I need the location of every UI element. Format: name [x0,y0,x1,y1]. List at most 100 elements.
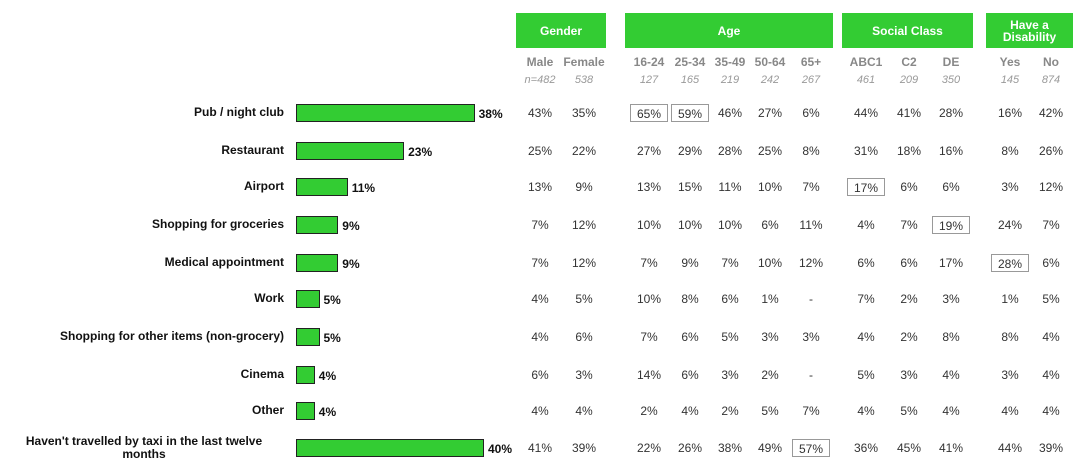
table-cell: 28% [717,144,743,158]
table-cell: 6% [721,292,739,306]
bar-value-label: 4% [318,405,337,419]
group-header: Social Class [842,13,973,48]
table-cell: 6% [942,180,960,194]
group-header: Gender [516,13,606,48]
table-cell: 35% [571,106,597,120]
table-cell: 4% [1042,368,1060,382]
table-cell: 7% [640,330,658,344]
table-cell: 11% [718,180,742,194]
table-cell: 12% [1038,180,1064,194]
table-cell: 10% [636,292,662,306]
table-cell: 38% [717,441,743,455]
bar-value-label: 4% [318,369,337,383]
column-header: 35-49 [714,55,746,69]
table-cell: 25% [757,144,783,158]
table-cell: 41% [896,106,922,120]
table-cell: 9% [575,180,593,194]
table-cell: 4% [857,330,875,344]
row-label: Medical appointment [164,255,284,269]
table-cell: 4% [942,404,960,418]
column-header: Yes [999,55,1021,69]
table-cell: 31% [853,144,879,158]
table-cell: 6% [575,330,593,344]
table-cell: 4% [531,404,549,418]
table-cell: 6% [857,256,875,270]
table-cell: 3% [1001,368,1019,382]
table-cell: 8% [942,330,960,344]
table-cell: 2% [640,404,658,418]
table-cell: 4% [857,404,875,418]
table-cell: 39% [571,441,597,455]
table-cell: 27% [757,106,783,120]
table-cell: 13% [527,180,553,194]
table-cell: 1% [1001,292,1019,306]
row-label: Work [254,291,284,305]
row-label: Haven't travelled by taxi in the last tw… [25,434,263,461]
table-cell: 24% [997,218,1023,232]
bar-value-label: 9% [342,257,360,271]
table-cell: 3% [942,292,960,306]
table-cell: 4% [531,330,549,344]
table-cell: 6% [681,330,699,344]
table-cell: 5% [1042,292,1060,306]
table-cell: 16% [997,106,1023,120]
table-cell: 12% [571,218,597,232]
table-cell: 46% [717,106,743,120]
table-cell: 3% [900,368,918,382]
table-cell: 4% [531,292,549,306]
column-base: 874 [1041,74,1061,86]
table-cell: 28% [991,254,1029,272]
row-label: Shopping for other items (non-grocery) [60,329,284,343]
group-header: Have a Disability [986,13,1073,48]
table-cell: 26% [1038,144,1064,158]
table-cell: 4% [1001,404,1019,418]
table-cell: 41% [527,441,553,455]
bar [296,402,315,420]
table-cell: 43% [527,106,553,120]
table-cell: 5% [575,292,593,306]
bar-value-label: 5% [323,293,341,307]
column-header: C2 [901,55,917,69]
table-cell: 7% [640,256,658,270]
table-cell: 36% [853,441,879,455]
table-cell: 7% [1042,218,1060,232]
column-header: 50-64 [754,55,786,69]
row-label: Cinema [240,367,284,381]
column-header: ABC1 [849,55,883,69]
group-header: Age [625,13,833,48]
bar-value-label: 5% [323,331,341,345]
table-cell: 29% [677,144,703,158]
column-header: DE [942,55,960,69]
table-cell: 44% [853,106,879,120]
table-cell: 22% [571,144,597,158]
column-header: Female [563,55,605,69]
table-cell: 2% [900,330,918,344]
table-cell: 5% [900,404,918,418]
table-cell: 11% [799,218,823,232]
table-cell: 6% [900,180,918,194]
table-cell: 28% [938,106,964,120]
table-cell: 7% [531,218,549,232]
table-cell: 57% [792,439,830,457]
table-cell: 49% [757,441,783,455]
table-cell: 2% [761,368,779,382]
table-cell: 10% [757,256,783,270]
table-cell: - [809,368,813,382]
table-cell: 8% [802,144,820,158]
table-cell: 4% [681,404,699,418]
column-base: 145 [1000,74,1020,86]
bar [296,366,315,384]
table-cell: 25% [527,144,553,158]
table-cell: 22% [636,441,662,455]
column-base: n=482 [524,74,556,86]
table-cell: 65% [630,104,668,122]
table-cell: 4% [1042,404,1060,418]
table-cell: 39% [1038,441,1064,455]
bar [296,216,339,234]
table-cell: 5% [761,404,779,418]
bar [296,254,339,272]
table-cell: 10% [636,218,662,232]
table-cell: 12% [798,256,824,270]
table-cell: 7% [802,404,820,418]
table-cell: 7% [531,256,549,270]
